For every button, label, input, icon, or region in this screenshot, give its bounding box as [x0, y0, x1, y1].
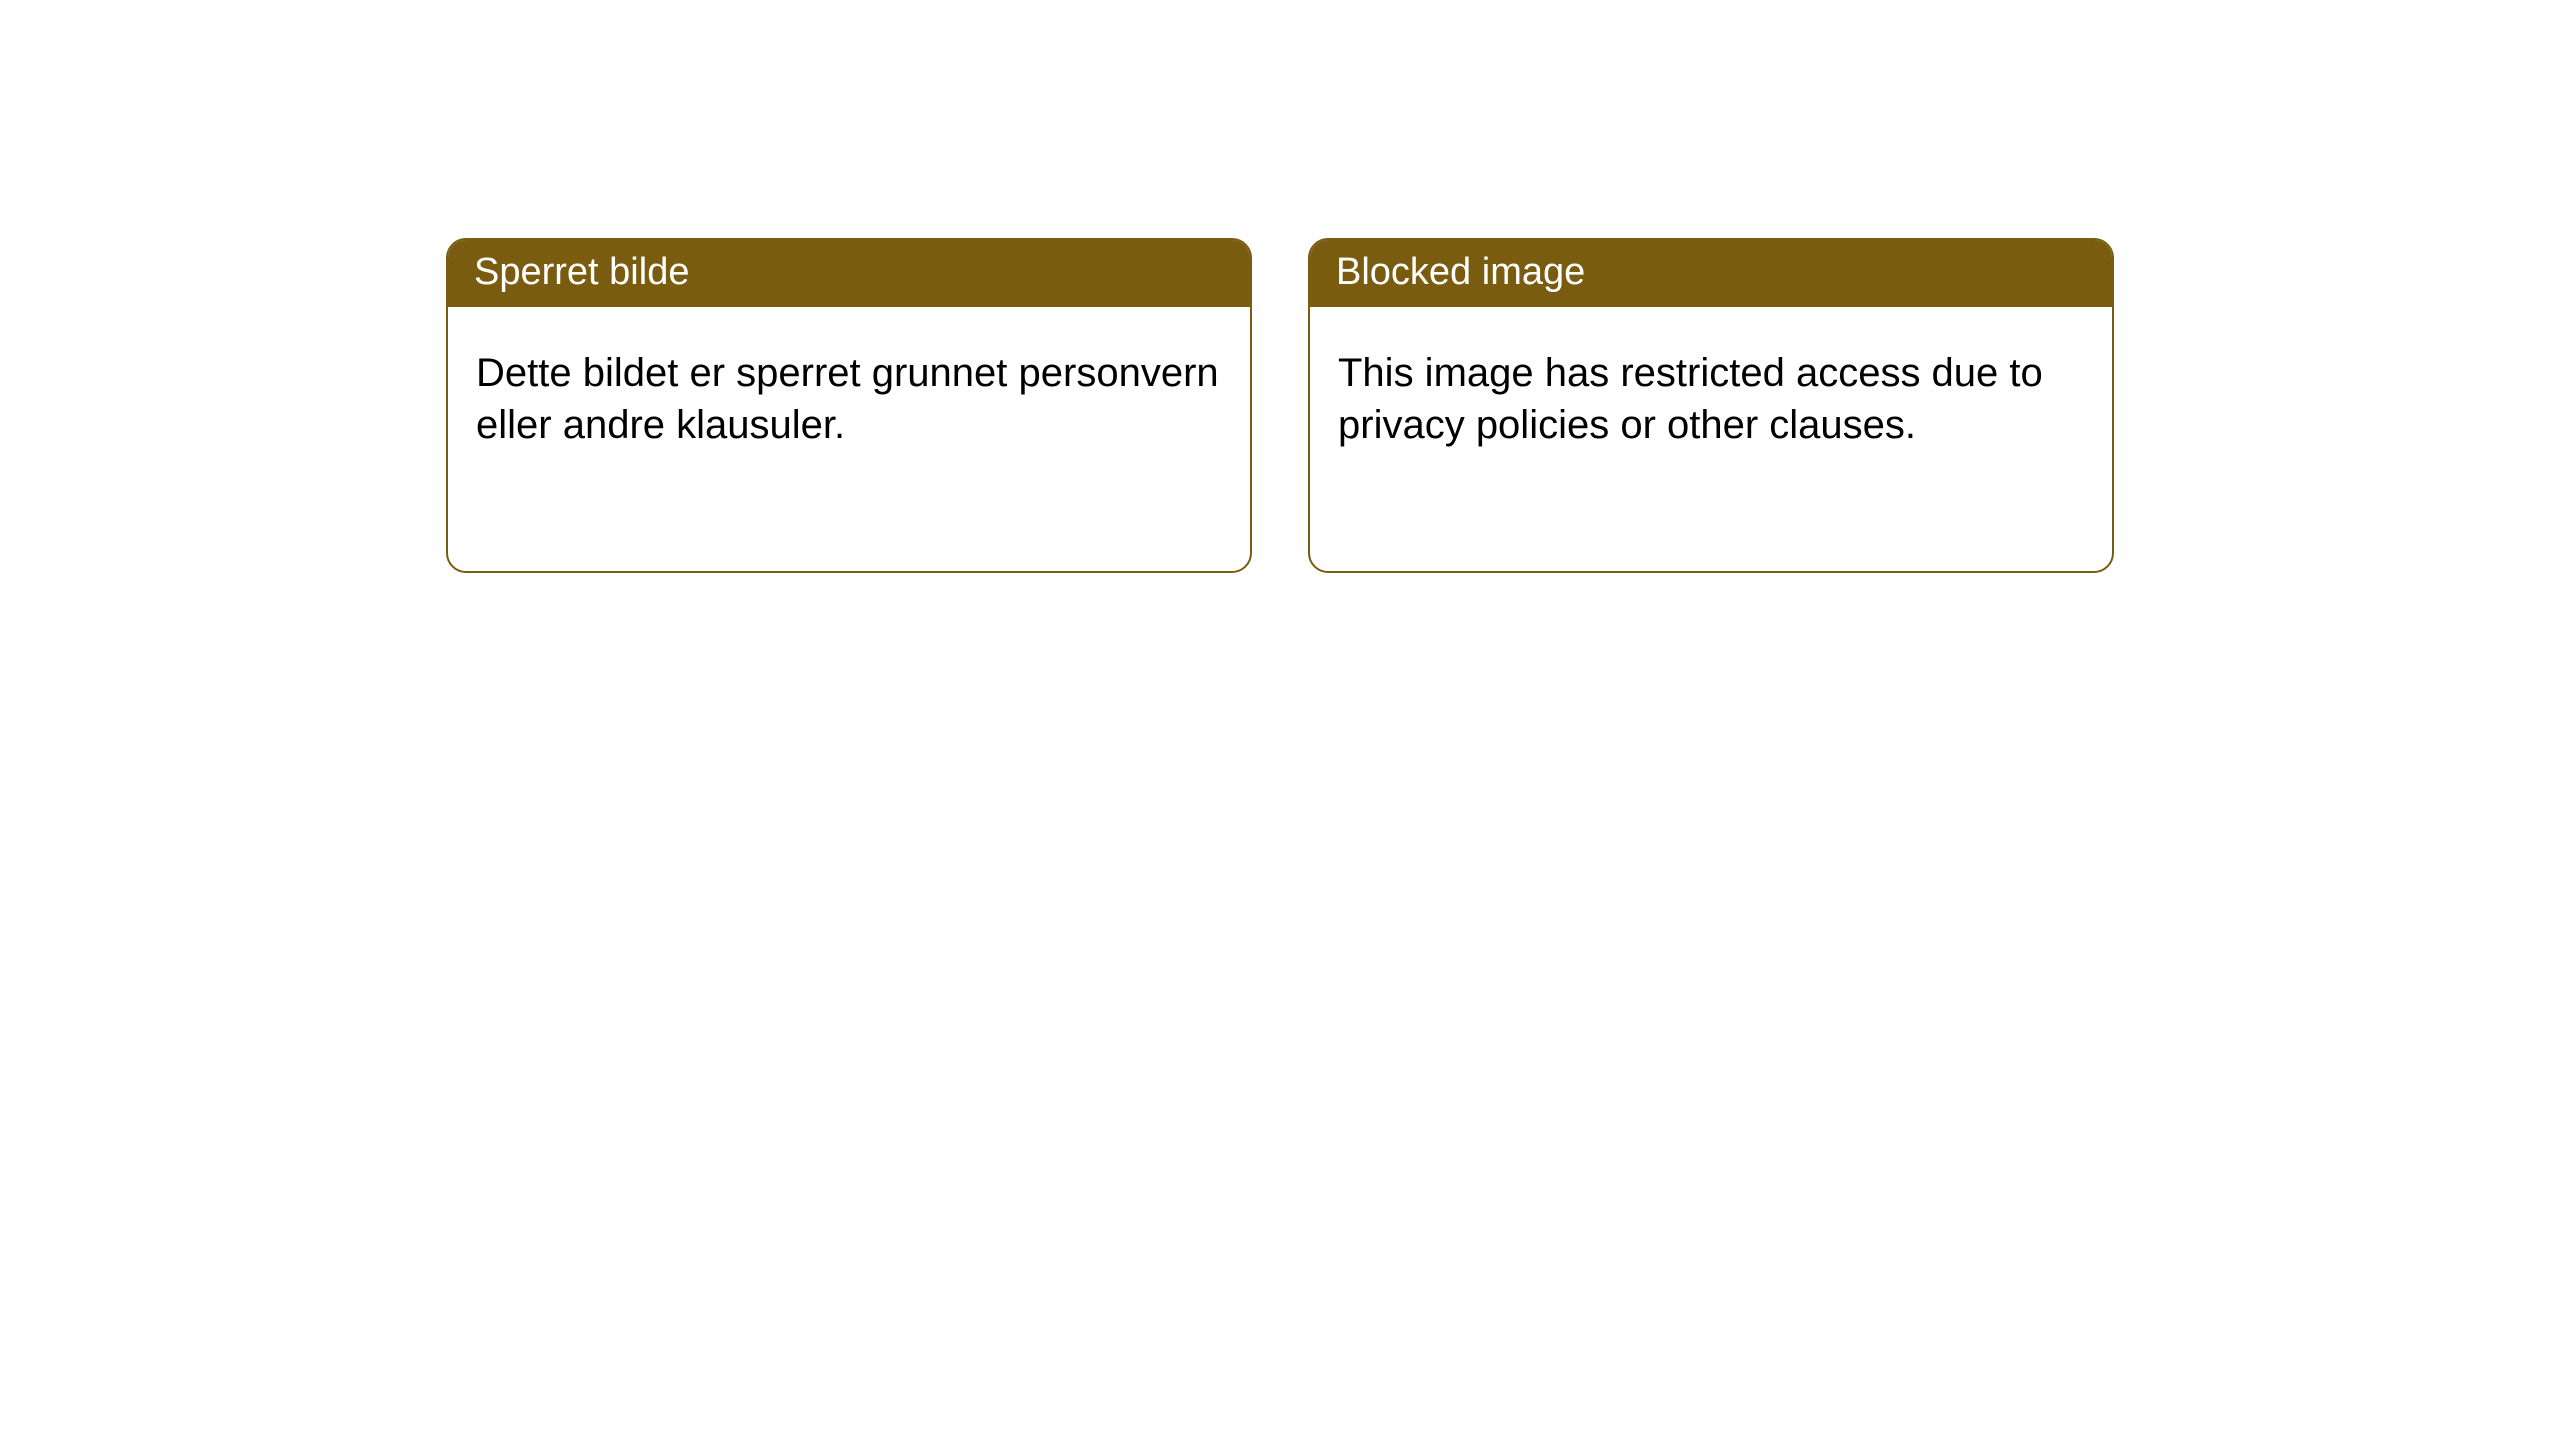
- card-body-en: This image has restricted access due to …: [1310, 307, 2112, 491]
- notice-cards-container: Sperret bilde Dette bildet er sperret gr…: [0, 0, 2560, 573]
- blocked-image-card-no: Sperret bilde Dette bildet er sperret gr…: [446, 238, 1252, 573]
- card-body-text-no: Dette bildet er sperret grunnet personve…: [476, 351, 1219, 447]
- blocked-image-card-en: Blocked image This image has restricted …: [1308, 238, 2114, 573]
- card-title-no: Sperret bilde: [474, 251, 689, 293]
- card-header-no: Sperret bilde: [448, 240, 1250, 307]
- card-title-en: Blocked image: [1336, 251, 1585, 293]
- card-header-en: Blocked image: [1310, 240, 2112, 307]
- card-body-no: Dette bildet er sperret grunnet personve…: [448, 307, 1250, 491]
- card-body-text-en: This image has restricted access due to …: [1338, 351, 2043, 447]
